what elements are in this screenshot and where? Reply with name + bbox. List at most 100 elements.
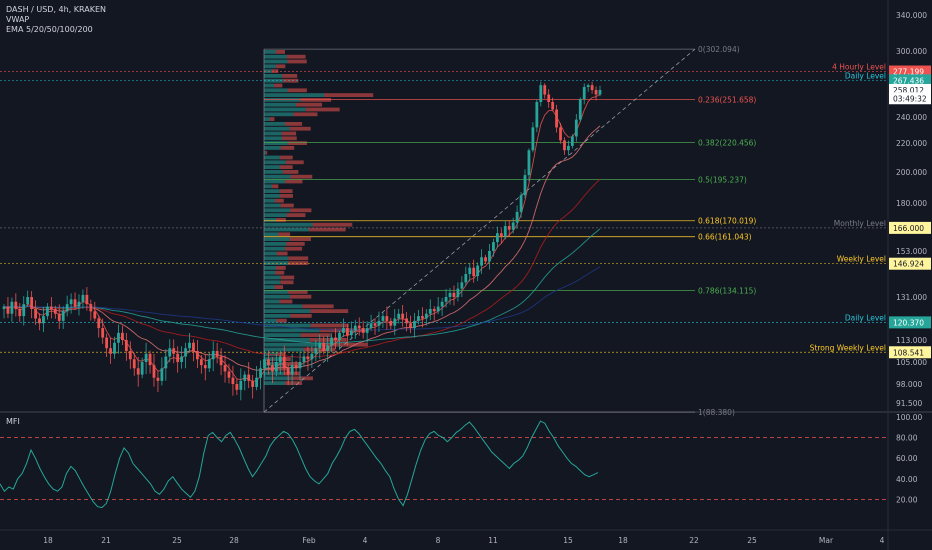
candle-body bbox=[22, 304, 26, 317]
candle-body bbox=[345, 328, 349, 336]
candle-body bbox=[511, 222, 515, 230]
candle-body bbox=[235, 384, 239, 390]
candle-body bbox=[42, 316, 45, 324]
fib-level-label: 0(302.094) bbox=[698, 45, 740, 54]
mfi-axis-tick-label: 100.00 bbox=[896, 413, 922, 422]
candle-body bbox=[196, 351, 199, 360]
candle-body bbox=[567, 145, 570, 151]
volume-profile-bar bbox=[312, 222, 353, 227]
x-axis-tick-label: 15 bbox=[563, 536, 573, 545]
volume-profile-bar bbox=[290, 174, 313, 179]
candle-body bbox=[286, 368, 290, 375]
volume-profile-bar bbox=[264, 78, 283, 83]
candle-body bbox=[85, 294, 89, 305]
fib-level-label: 0.236(251.658) bbox=[698, 96, 756, 105]
volume-profile-bar bbox=[310, 309, 349, 313]
volume-profile-bar bbox=[264, 189, 280, 193]
y-axis-tick-label: 98.000 bbox=[896, 380, 922, 389]
horizontal-level-label: Monthly Level bbox=[834, 219, 886, 228]
volume-profile-bar bbox=[264, 328, 320, 333]
volume-profile-bar bbox=[279, 189, 293, 193]
volume-profile-bar bbox=[279, 194, 293, 198]
candle-body bbox=[290, 365, 294, 375]
volume-profile-bar bbox=[275, 64, 286, 69]
candle-body bbox=[263, 359, 266, 369]
volume-profile-bar bbox=[280, 280, 294, 285]
candle-body bbox=[69, 299, 73, 305]
candle-body bbox=[499, 233, 503, 237]
candle-body bbox=[484, 257, 487, 262]
candle-body bbox=[503, 226, 507, 237]
candle-body bbox=[448, 292, 452, 297]
volume-profile-bar bbox=[264, 261, 289, 265]
volume-profile-bar bbox=[264, 227, 309, 232]
fib-level-label: 0.618(170.019) bbox=[698, 217, 756, 226]
volume-profile-bar bbox=[276, 318, 287, 323]
symbol-title[interactable]: DASH / USD, 4h, KRAKEN bbox=[6, 5, 107, 14]
candle-body bbox=[180, 356, 184, 362]
candle-body bbox=[136, 368, 140, 375]
ema-line bbox=[3, 125, 601, 371]
volume-profile-bar bbox=[275, 352, 286, 357]
candle-body bbox=[472, 267, 476, 277]
fib-level-label: 0.382(220.456) bbox=[698, 138, 756, 147]
candle-body bbox=[373, 323, 377, 326]
candle-body bbox=[223, 365, 227, 372]
candles bbox=[2, 81, 602, 401]
horizontal-level-label: Weekly Level bbox=[837, 255, 886, 264]
candle-body bbox=[578, 99, 582, 120]
volume-profile-bar bbox=[274, 198, 284, 203]
candle-body bbox=[18, 308, 22, 317]
price-tag-box bbox=[889, 316, 931, 329]
ema-indicator-label[interactable]: EMA 5/20/50/100/200 bbox=[6, 25, 93, 34]
candle-body bbox=[417, 316, 420, 321]
candle-body bbox=[156, 377, 160, 381]
volume-profile-bar bbox=[290, 208, 312, 213]
candle-body bbox=[109, 348, 112, 354]
candle-body bbox=[215, 351, 219, 357]
volume-profile-bar bbox=[289, 237, 311, 241]
candle-body bbox=[298, 362, 302, 369]
mfi-indicator-label[interactable]: MFI bbox=[6, 417, 20, 426]
candle-body bbox=[322, 342, 326, 351]
price-tag-box bbox=[889, 74, 931, 87]
volume-profile-bar bbox=[264, 174, 291, 179]
x-axis-tick-label: 18 bbox=[43, 536, 53, 545]
candle-body bbox=[381, 316, 385, 321]
horizontal-level-label: Daily Level bbox=[845, 313, 886, 322]
volume-profile-bar bbox=[308, 227, 346, 232]
candle-body bbox=[492, 242, 495, 251]
candle-body bbox=[101, 328, 105, 338]
volume-profile-bar bbox=[310, 323, 349, 328]
candle-body bbox=[515, 211, 519, 223]
ema-line bbox=[4, 266, 601, 331]
candle-body bbox=[49, 306, 53, 309]
candle-body bbox=[132, 359, 136, 369]
volume-profile-bar bbox=[264, 342, 322, 347]
volume-profile-bar bbox=[276, 251, 288, 256]
volume-profile-bar bbox=[264, 381, 285, 385]
candle-body bbox=[184, 348, 187, 357]
volume-profile-bar bbox=[264, 266, 276, 270]
volume-profile-bar bbox=[264, 136, 283, 141]
x-axis-tick-label: 21 bbox=[101, 536, 111, 545]
vwap-indicator-label[interactable]: VWAP bbox=[6, 15, 30, 24]
candle-body bbox=[432, 308, 436, 312]
candle-body bbox=[73, 299, 77, 307]
x-axis-tick-label: 22 bbox=[689, 536, 699, 545]
candle-body bbox=[476, 265, 480, 277]
candle-body bbox=[26, 297, 30, 305]
price-tag-label: 277.199 bbox=[893, 68, 924, 77]
candle-body bbox=[117, 332, 120, 343]
volume-profile-bar bbox=[309, 338, 347, 342]
price-tag-box bbox=[889, 257, 931, 270]
candle-body bbox=[570, 136, 574, 146]
volume-profile-bar bbox=[279, 299, 293, 304]
y-axis-tick-label: 105.000 bbox=[896, 358, 927, 367]
volume-profile-bar bbox=[264, 314, 291, 318]
volume-profile-bar bbox=[264, 318, 277, 323]
y-axis-tick-label: 180.000 bbox=[896, 199, 927, 208]
volume-profile-bar bbox=[264, 184, 272, 189]
candle-body bbox=[409, 323, 412, 329]
